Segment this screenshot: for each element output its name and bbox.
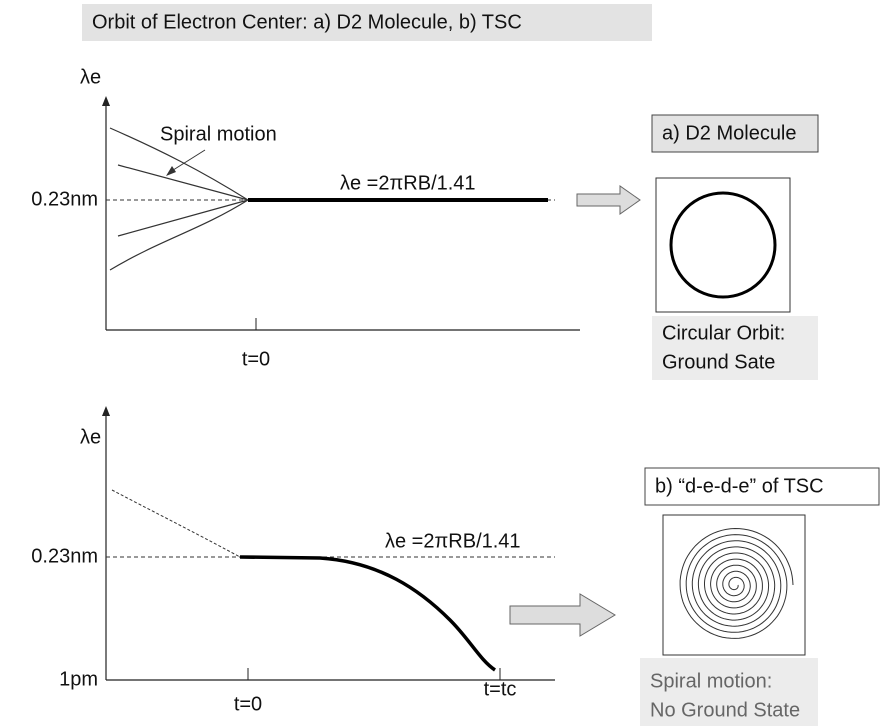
- orbit-frame: [655, 177, 791, 313]
- axis-arrow: [102, 406, 110, 416]
- box-title: a) D2 Molecule: [662, 122, 797, 144]
- box-title-bg: [644, 467, 880, 506]
- decay-curve: [239, 555, 497, 672]
- title: Orbit of Electron Center: a) D2 Molecule…: [92, 11, 522, 33]
- arrow: [576, 185, 641, 215]
- box-title: b) “d-e-d-e” of TSC: [655, 475, 824, 497]
- spiral-curves: [109, 127, 249, 271]
- circular-orbit: [669, 191, 777, 299]
- box-title-bg: [651, 114, 819, 153]
- arrow: [509, 593, 616, 637]
- panel-a: λe 0.23nm Spiral motion λe =2πRB/1.41 t=…: [31, 66, 819, 380]
- caption-line: Circular Orbit:: [662, 322, 785, 344]
- title-box: [82, 4, 652, 41]
- caption-line: Ground Sate: [662, 351, 775, 373]
- pointer: [169, 149, 206, 173]
- panel-b: λe 0.23nm 1pm λe =2πRB/1.41 t=0 t=tc b) …: [31, 406, 880, 726]
- orbit-frame: [662, 514, 806, 656]
- caption-line: No Ground State: [650, 699, 800, 721]
- y-label: λe: [80, 66, 101, 88]
- caption-line: Spiral motion:: [650, 670, 772, 692]
- spiral-orbit: [679, 527, 794, 639]
- dashed-curve: [111, 489, 241, 558]
- equation: λe =2πRB/1.41: [385, 530, 521, 552]
- equation: λe =2πRB/1.41: [340, 172, 476, 194]
- axis-arrow: [102, 96, 110, 106]
- x-tick-label: t=tc: [484, 678, 517, 700]
- pointer-head: [166, 166, 176, 176]
- y-tick-label: 0.23nm: [31, 188, 98, 210]
- y-tick-label: 1pm: [59, 668, 98, 690]
- y-tick-label: 0.23nm: [31, 545, 98, 567]
- annotation: Spiral motion: [160, 123, 277, 145]
- x-tick-label: t=0: [234, 693, 262, 715]
- y-label: λe: [80, 426, 101, 448]
- caption-bg: [652, 316, 818, 380]
- x-tick-label: t=0: [242, 348, 270, 370]
- caption-bg: [640, 658, 818, 726]
